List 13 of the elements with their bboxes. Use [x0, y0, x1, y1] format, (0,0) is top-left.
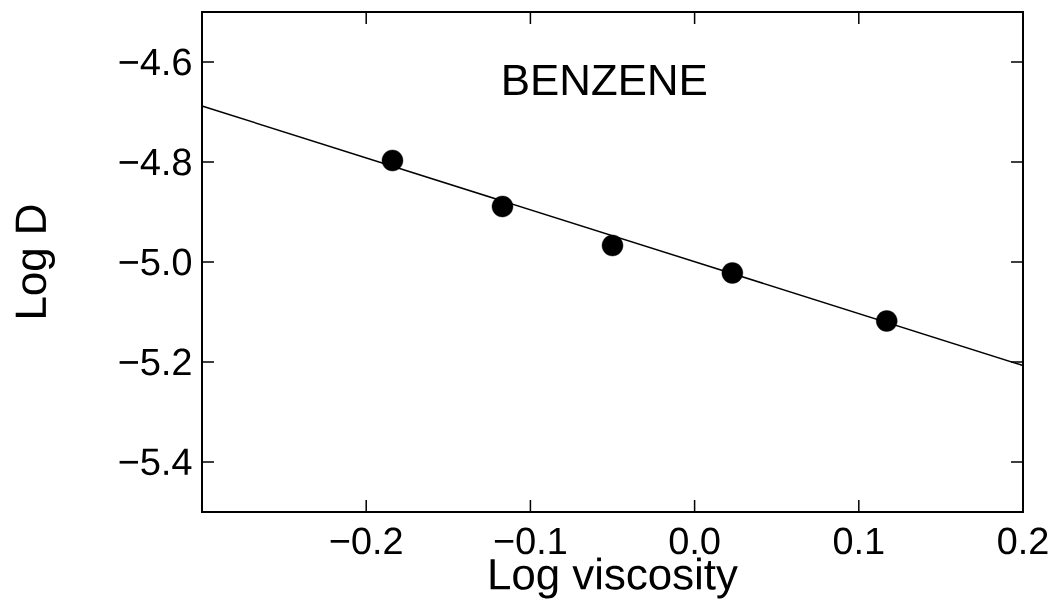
- y-tick-label: −5.0: [119, 248, 191, 276]
- y-tick-label: −4.8: [119, 148, 191, 176]
- x-tick-label: −0.2: [330, 527, 402, 555]
- annotation: BENZENE: [504, 64, 706, 96]
- y-tick-label: −4.6: [119, 48, 191, 76]
- x-tick-label: 0.0: [669, 527, 720, 555]
- x-axis-title: Log viscosity: [490, 557, 738, 599]
- x-tick-label: 0.1: [833, 527, 884, 555]
- y-tick-label: −5.2: [119, 348, 191, 376]
- y-tick-label: −5.4: [119, 448, 192, 476]
- x-tick-label: −0.1: [494, 527, 566, 555]
- x-tick-label: 0.2: [998, 527, 1048, 555]
- y-axis-title: Log D: [15, 205, 55, 317]
